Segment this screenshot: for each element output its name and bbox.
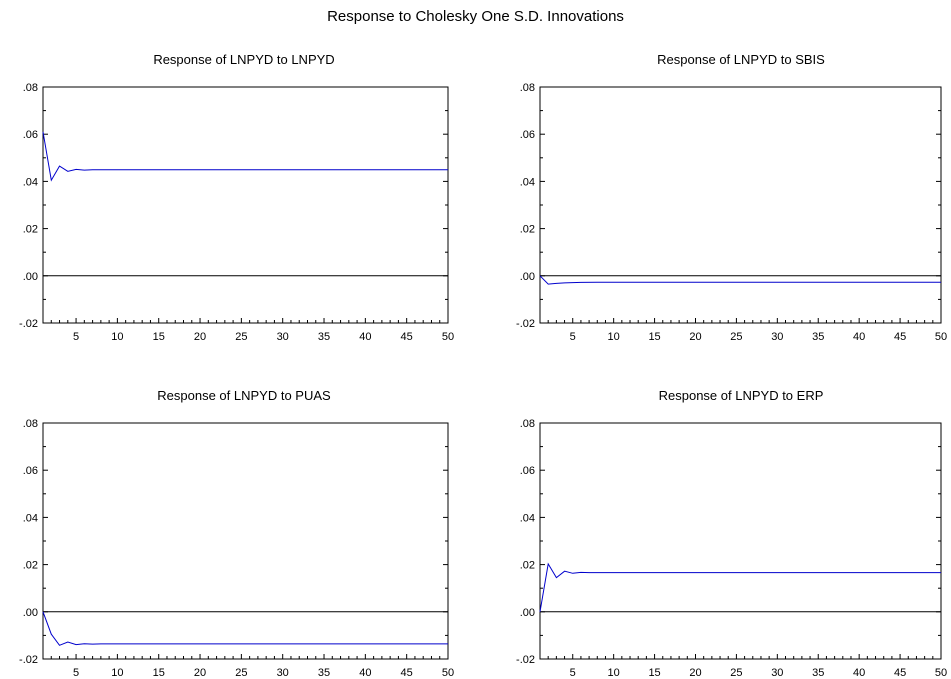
x-tick-label-lnpyd: 30	[277, 331, 289, 343]
x-tick-label-erp: 35	[812, 667, 824, 679]
x-tick-label-sbis: 30	[771, 331, 783, 343]
panel-title-puas: Response of LNPYD to PUAS	[157, 388, 331, 403]
y-tick-label-puas: .02	[23, 560, 38, 572]
plot-frame-erp	[539, 422, 942, 660]
x-tick-label-sbis: 10	[608, 331, 620, 343]
y-tick-label-puas: .00	[23, 607, 38, 619]
y-tick-label-sbis: .02	[520, 224, 535, 236]
y-tick-label-sbis: .08	[520, 82, 535, 94]
x-tick-label-lnpyd: 50	[442, 331, 454, 343]
x-tick-label-puas: 25	[235, 667, 247, 679]
panel-title-erp: Response of LNPYD to ERP	[658, 388, 824, 403]
plot-frame-puas	[42, 422, 449, 660]
x-tick-label-puas: 15	[153, 667, 165, 679]
x-tick-label-lnpyd: 35	[318, 331, 330, 343]
y-tick-label-puas: -.02	[19, 654, 38, 666]
y-tick-label-lnpyd: .02	[23, 224, 38, 236]
y-tick-label-puas: .06	[23, 465, 38, 477]
plot-frame-sbis	[539, 86, 942, 324]
x-tick-label-erp: 15	[648, 667, 660, 679]
x-tick-label-puas: 5	[73, 667, 79, 679]
y-tick-label-puas: .04	[23, 512, 38, 524]
y-tick-label-erp: .00	[520, 607, 535, 619]
x-tick-label-puas: 20	[194, 667, 206, 679]
x-tick-label-sbis: 50	[935, 331, 947, 343]
x-tick-label-puas: 35	[318, 667, 330, 679]
x-tick-label-sbis: 40	[853, 331, 865, 343]
x-tick-label-puas: 30	[277, 667, 289, 679]
x-tick-label-erp: 25	[730, 667, 742, 679]
y-tick-label-lnpyd: .04	[23, 176, 38, 188]
x-tick-label-puas: 50	[442, 667, 454, 679]
y-tick-label-lnpyd: .08	[23, 82, 38, 94]
x-tick-label-sbis: 25	[730, 331, 742, 343]
y-tick-label-sbis: .00	[520, 271, 535, 283]
x-tick-label-lnpyd: 40	[359, 331, 371, 343]
figure-title: Response to Cholesky One S.D. Innovation…	[327, 8, 624, 25]
x-tick-label-sbis: 15	[648, 331, 660, 343]
x-tick-label-erp: 10	[608, 667, 620, 679]
x-tick-label-lnpyd: 15	[153, 331, 165, 343]
x-tick-label-lnpyd: 45	[401, 331, 413, 343]
x-tick-label-puas: 10	[111, 667, 123, 679]
x-tick-label-erp: 50	[935, 667, 947, 679]
x-tick-label-sbis: 20	[689, 331, 701, 343]
x-tick-label-erp: 45	[894, 667, 906, 679]
x-tick-label-puas: 45	[401, 667, 413, 679]
y-tick-label-lnpyd: -.02	[19, 318, 38, 330]
y-tick-label-erp: .08	[520, 418, 535, 430]
y-tick-label-erp: .02	[520, 560, 535, 572]
plot-frame-lnpyd	[42, 86, 449, 324]
x-tick-label-sbis: 45	[894, 331, 906, 343]
response-line-puas	[42, 611, 448, 646]
x-tick-label-lnpyd: 5	[73, 331, 79, 343]
y-tick-label-sbis: .06	[520, 129, 535, 141]
x-tick-label-lnpyd: 20	[194, 331, 206, 343]
x-tick-label-lnpyd: 10	[111, 331, 123, 343]
y-tick-label-sbis: .04	[520, 176, 535, 188]
x-tick-label-sbis: 35	[812, 331, 824, 343]
panel-title-sbis: Response of LNPYD to SBIS	[657, 52, 825, 67]
y-tick-label-erp: .06	[520, 465, 535, 477]
x-tick-label-erp: 20	[689, 667, 701, 679]
panel-title-lnpyd: Response of LNPYD to LNPYD	[153, 52, 335, 67]
y-tick-label-erp: .04	[520, 512, 535, 524]
x-tick-label-lnpyd: 25	[235, 331, 247, 343]
y-tick-label-lnpyd: .00	[23, 271, 38, 283]
y-tick-label-puas: .08	[23, 418, 38, 430]
x-tick-label-erp: 5	[570, 667, 576, 679]
response-line-erp	[539, 562, 941, 612]
y-tick-label-erp: -.02	[516, 654, 535, 666]
x-tick-label-erp: 40	[853, 667, 865, 679]
x-tick-label-sbis: 5	[570, 331, 576, 343]
y-tick-label-lnpyd: .06	[23, 129, 38, 141]
x-tick-label-puas: 40	[359, 667, 371, 679]
x-tick-label-erp: 30	[771, 667, 783, 679]
response-line-lnpyd	[42, 131, 448, 182]
y-tick-label-sbis: -.02	[516, 318, 535, 330]
response-line-sbis	[539, 275, 941, 285]
